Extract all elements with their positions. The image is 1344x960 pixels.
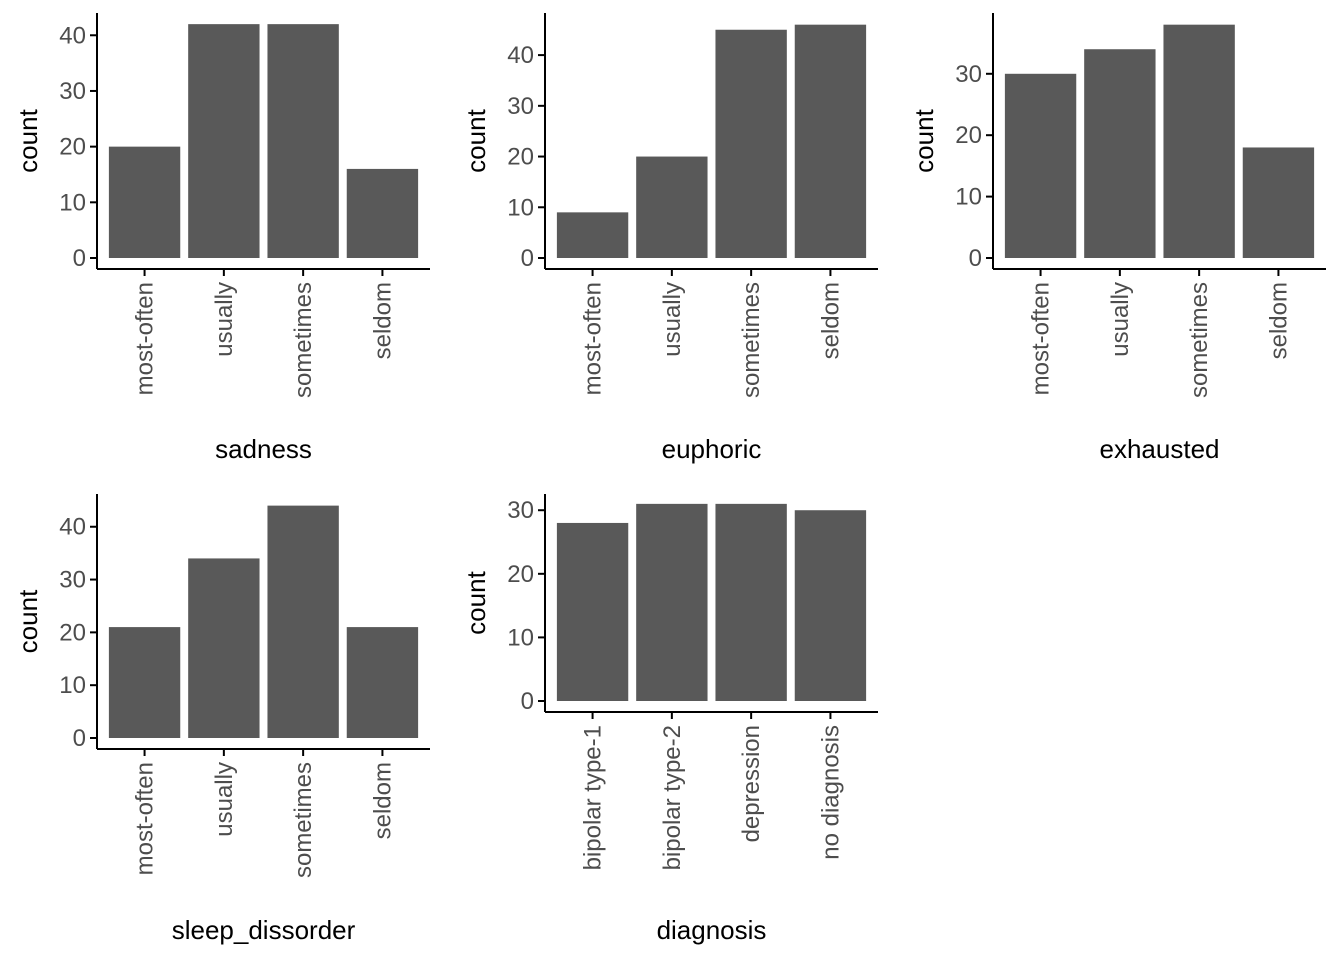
x-tick-label: most-often	[580, 282, 607, 395]
y-tick-label: 0	[521, 688, 534, 715]
y-axis-title: count	[13, 108, 43, 172]
bar-most-often	[556, 212, 629, 258]
y-tick-label: 10	[59, 672, 86, 699]
x-tick-label: usually	[659, 282, 686, 357]
x-tick-label: seldom	[369, 282, 396, 359]
y-tick-label: 0	[521, 245, 534, 272]
x-axis-title: sleep_dissorder	[172, 915, 356, 945]
bar-bipolar-type-1	[556, 522, 629, 701]
y-tick-label: 20	[59, 619, 86, 646]
x-tick-label: seldom	[817, 282, 844, 359]
bar-sometimes	[267, 505, 339, 738]
bar-seldom	[1242, 147, 1315, 258]
bar-bipolar-type-2	[636, 503, 708, 701]
x-tick-label: sometimes	[290, 282, 317, 398]
x-tick-label: bipolar type-1	[580, 725, 607, 870]
bar-sometimes	[715, 29, 787, 258]
x-tick-label: sometimes	[738, 282, 765, 398]
x-tick-label: usually	[211, 762, 238, 837]
chart-panel-5: 0 10 20 30 bipolar type-1 bipolar type-2 depre…	[461, 494, 878, 945]
x-tick-label: most-often	[132, 282, 159, 395]
x-tick-label: depression	[738, 725, 765, 842]
x-tick-label: most-often	[1028, 282, 1055, 395]
bar-depression	[715, 503, 787, 701]
y-tick-label: 20	[59, 134, 86, 161]
bar-sometimes	[267, 24, 339, 258]
x-tick-label: usually	[1107, 282, 1134, 357]
x-axis-title: euphoric	[662, 434, 762, 464]
y-tick-label: 10	[59, 189, 86, 216]
y-tick-label: 40	[59, 514, 86, 541]
x-axis-title: diagnosis	[657, 915, 767, 945]
y-tick-label: 10	[955, 184, 982, 211]
chart-panel-3: 0 10 20 30 most-often usually sometimes seldom e…	[909, 13, 1326, 464]
bar-most-often	[1004, 73, 1077, 258]
y-tick-label: 10	[507, 624, 534, 651]
bar-seldom	[346, 168, 419, 258]
chart-panel-2: 0 10 20 30 40 most-often usually sometimes seldo…	[461, 13, 878, 464]
bar-usually	[188, 24, 260, 258]
y-tick-label: 10	[507, 194, 534, 221]
x-tick-label: most-often	[132, 762, 159, 875]
x-axis-title: exhausted	[1100, 434, 1220, 464]
y-axis-title: count	[461, 108, 491, 172]
y-tick-label: 20	[507, 561, 534, 588]
chart-panel-1: 0 10 20 30 40 most-often usually sometimes seldo…	[13, 13, 430, 464]
y-tick-label: 30	[59, 567, 86, 594]
bar-seldom	[346, 627, 419, 738]
x-tick-label: seldom	[1265, 282, 1292, 359]
y-tick-label: 0	[969, 245, 982, 272]
bar-most-often	[108, 627, 181, 738]
y-axis-title: count	[461, 570, 491, 634]
x-tick-label: seldom	[369, 762, 396, 839]
bar-usually	[188, 558, 260, 738]
y-tick-label: 0	[73, 725, 86, 752]
x-tick-label: usually	[211, 282, 238, 357]
y-tick-label: 30	[507, 497, 534, 524]
bar-sometimes	[1163, 24, 1235, 259]
y-tick-label: 20	[955, 122, 982, 149]
y-tick-label: 20	[507, 144, 534, 171]
bar-seldom	[794, 24, 867, 259]
x-tick-label: no diagnosis	[817, 725, 844, 860]
bar-no-diagnosis	[794, 510, 867, 701]
chart-panel-4: 0 10 20 30 40 most-often usually sometimes seldo…	[13, 494, 430, 945]
y-axis-title: count	[13, 589, 43, 653]
x-tick-label: sometimes	[290, 762, 317, 878]
bar-usually	[1084, 49, 1156, 259]
x-tick-label: sometimes	[1186, 282, 1213, 398]
y-tick-label: 40	[59, 22, 86, 49]
y-tick-label: 40	[507, 42, 534, 69]
y-tick-label: 30	[59, 78, 86, 105]
x-axis-title: sadness	[215, 434, 312, 464]
y-tick-label: 30	[507, 93, 534, 120]
y-tick-label: 30	[955, 61, 982, 88]
bar-most-often	[108, 146, 181, 258]
y-tick-label: 0	[73, 245, 86, 272]
y-axis-title: count	[909, 108, 939, 172]
x-tick-label: bipolar type-2	[659, 725, 686, 870]
bar-usually	[636, 156, 708, 258]
